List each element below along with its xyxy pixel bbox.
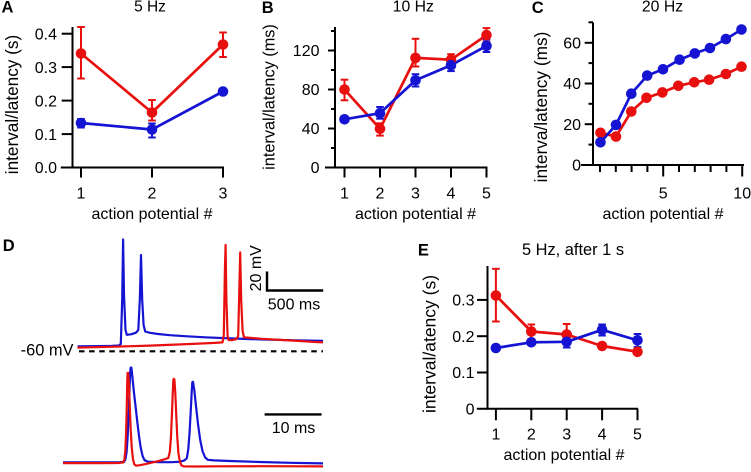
svg-text:action potential #: action potential # [355,206,476,223]
svg-text:10 ms: 10 ms [272,420,316,437]
svg-text:10: 10 [733,186,751,203]
svg-text:500 ms: 500 ms [268,297,320,314]
svg-text:2: 2 [527,427,536,444]
svg-text:interval/atency (s): interval/atency (s) [420,275,440,413]
svg-text:0.2: 0.2 [35,93,57,110]
svg-text:E: E [418,242,429,260]
svg-text:2: 2 [376,186,385,203]
svg-text:4: 4 [598,427,607,444]
svg-text:3: 3 [219,186,228,203]
svg-text:40: 40 [563,76,581,93]
svg-text:5 Hz: 5 Hz [134,0,166,16]
svg-text:0.1: 0.1 [452,365,474,382]
svg-text:action potential #: action potential # [504,447,625,464]
svg-text:action potential #: action potential # [603,206,724,223]
svg-text:4: 4 [447,186,456,203]
svg-text:1: 1 [491,427,500,444]
svg-text:B: B [262,0,274,17]
svg-text:5: 5 [659,186,668,203]
svg-text:action potential #: action potential # [92,206,213,223]
svg-text:5 Hz, after 1 s: 5 Hz, after 1 s [522,241,624,259]
svg-text:20 mV: 20 mV [248,245,265,292]
svg-text:interval/latency (s): interval/latency (s) [2,35,22,174]
svg-text:3: 3 [411,186,420,203]
svg-text:120: 120 [293,43,320,60]
svg-text:0: 0 [572,158,581,175]
svg-text:0.3: 0.3 [35,60,57,77]
svg-text:0.0: 0.0 [35,160,57,177]
svg-text:20 Hz: 20 Hz [642,0,683,16]
svg-text:0.4: 0.4 [35,26,57,43]
svg-text:A: A [2,0,14,17]
svg-text:C: C [532,0,544,17]
svg-text:interval/latency (ms): interval/latency (ms) [261,24,279,170]
svg-text:0.3: 0.3 [452,293,474,310]
svg-text:1: 1 [340,186,349,203]
svg-text:1: 1 [77,186,86,203]
svg-text:D: D [3,237,15,255]
svg-text:-60 mV: -60 mV [21,342,74,360]
svg-text:3: 3 [562,427,571,444]
svg-text:interva/latency (ms): interva/latency (ms) [531,32,551,183]
svg-text:40: 40 [302,121,320,138]
svg-text:0.1: 0.1 [35,127,57,144]
svg-text:20: 20 [563,117,581,134]
svg-text:5: 5 [482,186,491,203]
svg-text:5: 5 [633,427,642,444]
svg-text:60: 60 [563,36,581,53]
svg-text:80: 80 [302,82,320,99]
svg-text:2: 2 [148,186,157,203]
svg-text:0.2: 0.2 [452,329,474,346]
svg-text:10 Hz: 10 Hz [393,0,434,16]
svg-text:0: 0 [311,160,320,177]
svg-text:0: 0 [466,402,475,419]
